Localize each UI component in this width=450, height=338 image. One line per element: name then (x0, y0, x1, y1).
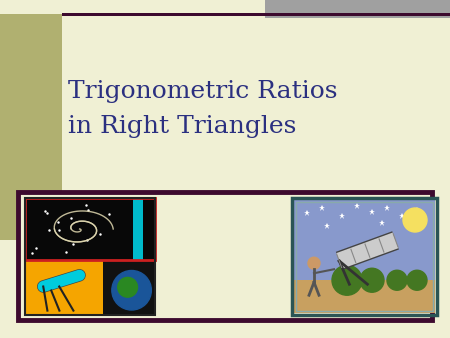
Bar (292, 198, 437, 315)
Bar (18, 192, 432, 320)
Circle shape (308, 257, 320, 269)
Bar (25, 260, 103, 315)
Circle shape (403, 208, 427, 232)
Circle shape (332, 265, 362, 295)
Bar (265, 0, 450, 18)
Bar (62, 13, 450, 16)
Circle shape (387, 270, 407, 290)
Bar (294, 200, 435, 313)
Bar (25, 198, 155, 260)
Bar (296, 202, 433, 311)
Bar (25, 198, 155, 260)
Bar (25, 198, 155, 315)
Text: Trigonometric Ratios: Trigonometric Ratios (68, 80, 338, 103)
Bar (133, 198, 143, 260)
Bar (103, 260, 155, 315)
Bar (294, 280, 435, 313)
Circle shape (360, 268, 384, 292)
Text: in Right Triangles: in Right Triangles (68, 115, 297, 138)
Circle shape (112, 270, 151, 310)
Circle shape (407, 270, 427, 290)
Circle shape (118, 277, 138, 297)
Bar (0, 14, 62, 240)
